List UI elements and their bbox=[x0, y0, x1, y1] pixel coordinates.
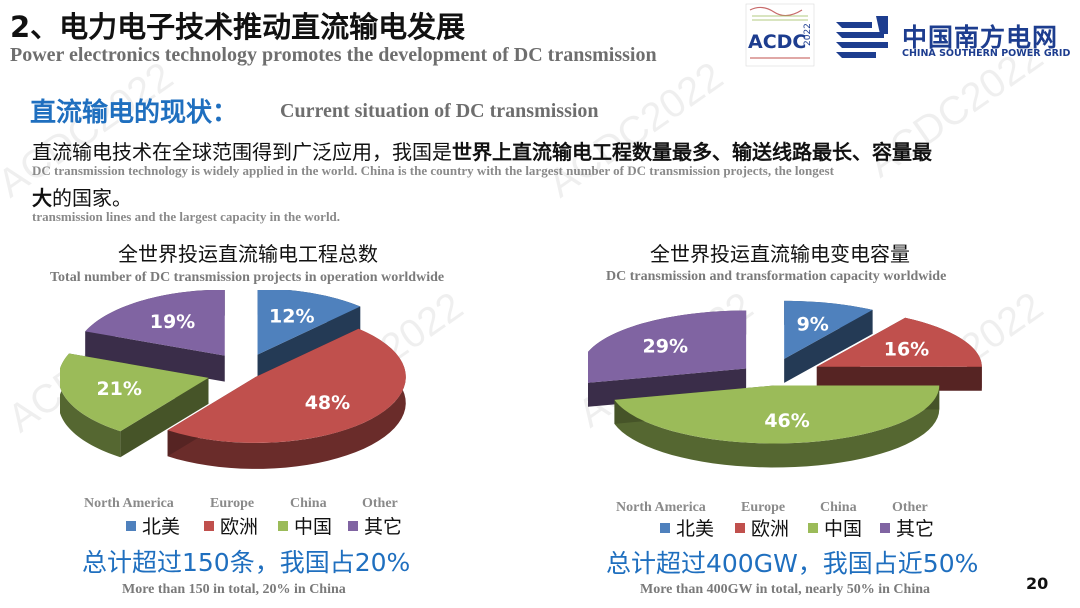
pie-slice-top bbox=[60, 353, 209, 432]
chart-1-note: 总计超过150条，我国占20% bbox=[82, 548, 411, 577]
pie-slice-other: 29% bbox=[588, 310, 747, 407]
company-name-en: CHINA SOUTHERN POWER GRID bbox=[902, 48, 1071, 59]
legend-item-other: 其它 bbox=[348, 512, 402, 539]
pie-data-label: 29% bbox=[643, 335, 688, 357]
legend-item-north-america: 北美 bbox=[126, 512, 180, 539]
page-number: 20 bbox=[1026, 574, 1049, 593]
chart-1-note-en: More than 150 in total, 20% in China bbox=[122, 582, 346, 597]
chart-2-pie: 9% 29% 16% 46% bbox=[588, 300, 982, 468]
chart-2-title: 全世界投运直流输电变电容量 bbox=[650, 242, 910, 266]
pie-data-label: 21% bbox=[96, 378, 141, 400]
pie-slice-top bbox=[588, 310, 747, 383]
section-heading: 直流输电的现状： bbox=[30, 98, 239, 128]
legend-swatch bbox=[735, 522, 745, 533]
legend-swatch bbox=[660, 522, 670, 533]
pie-slice-europe: 16% bbox=[816, 317, 982, 391]
pie-slice-top bbox=[85, 290, 225, 356]
pie-data-label: 19% bbox=[150, 311, 195, 333]
pie-slice-wall bbox=[816, 366, 982, 391]
legend-swatch bbox=[126, 520, 136, 531]
svg-text:2022: 2022 bbox=[803, 23, 813, 46]
svg-text:ACDC: ACDC bbox=[748, 31, 806, 53]
legend-en: China bbox=[290, 496, 327, 511]
pie-slice-china: 46% bbox=[614, 385, 940, 468]
body-text: 的国家。 bbox=[52, 186, 132, 210]
body-text: 直流输电技术在全球范围得到广泛应用，我国是 bbox=[32, 140, 452, 164]
legend-label: 其它 bbox=[896, 518, 935, 540]
chart-1-title: 全世界投运直流输电工程总数 bbox=[118, 242, 378, 266]
legend-item-europe: 欧洲 bbox=[204, 512, 258, 539]
legend-en: China bbox=[820, 500, 857, 515]
legend-en: North America bbox=[84, 496, 174, 511]
pie-slice-side bbox=[60, 353, 121, 458]
pie-slice-top bbox=[816, 317, 982, 367]
pie-slice-north-america: 9% bbox=[784, 300, 873, 383]
chart-2-note-en: More than 400GW in total, nearly 50% in … bbox=[640, 582, 931, 597]
pie-data-label: 9% bbox=[797, 313, 829, 335]
pie-data-label: 12% bbox=[269, 306, 314, 328]
acdc-logo: ACDC 2022 bbox=[745, 3, 815, 67]
legend-item-china: 中国 bbox=[808, 514, 862, 541]
legend-label: 欧洲 bbox=[220, 516, 259, 538]
pie-data-label: 48% bbox=[305, 392, 350, 414]
pie-slice-side bbox=[167, 328, 406, 469]
pie-slice-wall bbox=[257, 306, 361, 381]
legend-item-europe: 欧洲 bbox=[735, 514, 789, 541]
body-line-2-en: transmission lines and the largest capac… bbox=[32, 209, 341, 224]
pie-slice-top bbox=[257, 290, 361, 355]
body-text-bold: 大 bbox=[32, 186, 52, 210]
company-name: 中国南方电网 bbox=[902, 23, 1059, 52]
watermark: ACDC2022 bbox=[540, 53, 731, 207]
legend-en: Europe bbox=[210, 496, 255, 511]
chart-2-subtitle: DC transmission and transformation capac… bbox=[606, 269, 947, 284]
legend-en: North America bbox=[616, 500, 706, 515]
chart-1-subtitle: Total number of DC transmission projects… bbox=[50, 270, 445, 285]
legend-item-north-america: 北美 bbox=[660, 514, 714, 541]
page-subtitle: Power electronics technology promotes th… bbox=[10, 44, 657, 66]
legend-swatch bbox=[204, 520, 214, 531]
section-heading-en: Current situation of DC transmission bbox=[280, 100, 599, 122]
body-line-1: 直流输电技术在全球范围得到广泛应用，我国是世界上直流输电工程数量最多、输送线路最… bbox=[32, 136, 932, 165]
legend-label: 欧洲 bbox=[751, 518, 790, 540]
pie-slice-europe: 48% bbox=[167, 328, 406, 469]
pie-slice-other: 19% bbox=[85, 290, 225, 382]
chart-2-note: 总计超过400GW，我国占近50% bbox=[606, 549, 979, 578]
pie-slice-top bbox=[167, 328, 406, 443]
body-text-bold: 世界上直流输电工程数量最多、输送线路最长、容量最 bbox=[452, 140, 932, 164]
pie-slice-wall bbox=[85, 331, 225, 382]
legend-en: Europe bbox=[741, 500, 786, 515]
pie-slice-top bbox=[784, 300, 873, 359]
pie-slice-wall bbox=[588, 368, 747, 407]
legend-swatch bbox=[808, 522, 818, 533]
legend-swatch bbox=[880, 522, 890, 533]
csg-emblem-icon bbox=[836, 16, 888, 58]
body-line-2: 大的国家。 bbox=[32, 182, 132, 211]
legend-label: 北美 bbox=[142, 516, 181, 538]
body-line-1-en: DC transmission technology is widely app… bbox=[32, 163, 834, 178]
legend-item-china: 中国 bbox=[278, 512, 332, 539]
legend-label: 中国 bbox=[824, 518, 863, 540]
legend-en: Other bbox=[892, 500, 928, 515]
legend-label: 中国 bbox=[294, 516, 333, 538]
pie-slice-top bbox=[614, 385, 940, 444]
pie-data-label: 16% bbox=[884, 338, 929, 360]
chart-1-pie: 12% 19% 21% 48% bbox=[60, 290, 406, 469]
legend-swatch bbox=[348, 520, 358, 531]
pie-slice-north-america: 12% bbox=[257, 290, 361, 381]
legend-swatch bbox=[278, 520, 288, 531]
pie-data-label: 46% bbox=[764, 410, 809, 432]
pie-slice-china: 21% bbox=[60, 353, 209, 458]
legend-item-other: 其它 bbox=[880, 514, 934, 541]
pie-slice-side bbox=[614, 385, 940, 468]
legend-en: Other bbox=[362, 496, 398, 511]
page-title: 2、电力电子技术推动直流输电发展 bbox=[10, 10, 466, 44]
legend-label: 其它 bbox=[364, 516, 403, 538]
pie-slice-wall bbox=[784, 309, 873, 383]
legend-label: 北美 bbox=[676, 518, 715, 540]
